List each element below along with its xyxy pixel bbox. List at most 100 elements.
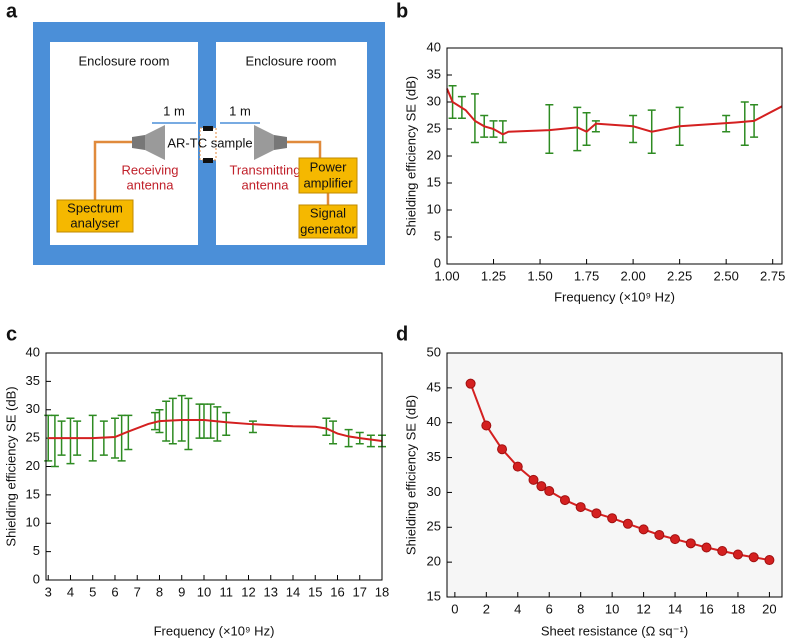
data-point [685,538,696,549]
error-bar [629,114,638,144]
error-bar [573,106,582,152]
error-bar [66,417,75,465]
x-tick-label: 1.25 [481,268,506,283]
panel-label: b [396,0,408,22]
antenna-label: antenna [127,177,175,192]
data-point [497,444,508,455]
data-point [717,545,728,556]
y-tick-label: 35 [427,66,441,81]
device-label: Spectrum [67,200,123,215]
room-label: Enclosure room [245,53,336,68]
error-bar [184,397,193,451]
x-tick-label: 1.50 [527,268,552,283]
x-axis-label: Frequency (×10⁹ Hz) [554,289,675,304]
setup-diagram: Enclosure room Enclosure room 1 m 1 m AR… [33,22,385,265]
error-bar [222,411,231,437]
device [298,204,358,239]
y-tick-label: 40 [427,39,441,54]
data-point [701,542,712,553]
y-tick-label: 35 [427,449,441,464]
y-tick-label: 30 [427,93,441,108]
x-tick-label: 6 [546,601,553,616]
chart: 0 5 10 15 20 25 30 35 40 1.00 1.25 1.50 1.75 2.00 2.25… [403,39,785,304]
error-bar [740,101,749,146]
y-axis-label: Shielding efficiency SE (dB) [403,395,418,555]
y-tick-label: 10 [26,515,40,530]
x-tick-label: 12 [241,584,255,599]
y-tick-label: 40 [427,414,441,429]
cable [93,140,132,200]
x-tick-label: 16 [699,601,713,616]
sample-clip [203,126,213,131]
error-bar [195,403,204,439]
y-tick-label: 25 [427,120,441,135]
antenna [254,125,274,160]
data-line [446,88,783,136]
error-bar [322,417,331,437]
x-tick-label: 3 [45,584,52,599]
panel-label: c [6,323,17,345]
device [56,199,134,233]
error-bar [213,406,222,442]
x-tick-label: 5 [89,584,96,599]
device-label: Signal [310,205,346,220]
x-tick-label: 0 [451,601,458,616]
y-tick-label: 0 [33,571,40,586]
x-tick-label: 14 [668,601,682,616]
device-label: amplifier [303,175,353,190]
x-tick-label: 14 [286,584,300,599]
panel-label: d [396,323,408,345]
data-point [512,461,523,472]
y-tick-label: 25 [427,519,441,534]
x-tick-label: 2.25 [667,268,692,283]
error-bar [248,420,257,434]
error-bar [470,93,479,144]
y-tick-label: 15 [427,588,441,603]
device-label: Power [310,159,348,174]
data-point [591,508,602,519]
data-point [654,529,665,540]
x-tick-label: 13 [264,584,278,599]
data-point [622,518,633,529]
x-tick-label: 8 [156,584,163,599]
x-tick-label: 2 [483,601,490,616]
data-point [481,420,492,431]
x-axis-label: Frequency (×10⁹ Hz) [154,623,275,638]
device-label: generator [300,221,356,236]
x-tick-label: 15 [308,584,322,599]
antenna-label: antenna [242,177,290,192]
error-bar [344,428,353,448]
data-line [48,418,383,442]
y-tick-label: 5 [33,543,40,558]
y-axis-label: Shielding efficiency SE (dB) [403,76,418,236]
x-tick-label: 2.75 [760,268,785,283]
error-bar [117,414,126,462]
error-bar [177,394,186,442]
error-bar [545,103,554,155]
error-bar [110,417,119,459]
x-tick-label: 2.50 [714,268,739,283]
data-point [638,524,649,535]
error-bar [366,434,375,448]
antenna-label: Transmitting [229,162,300,177]
chart: 15 20 25 30 35 40 45 50 0 2 4 6 8 10 12 14 16 18 20 Sheet r… [403,344,783,638]
data-point [536,481,547,492]
x-tick-label: 2.00 [620,268,645,283]
y-tick-label: 15 [26,486,40,501]
data-point [559,495,570,506]
y-tick-label: 10 [427,201,441,216]
x-tick-label: 16 [330,584,344,599]
y-tick-label: 30 [26,401,40,416]
y-tick-label: 45 [427,379,441,394]
x-tick-label: 12 [636,601,650,616]
x-tick-label: 18 [375,584,389,599]
x-tick-label: 10 [197,584,211,599]
data-point [544,486,555,497]
antenna [274,135,287,150]
y-tick-label: 25 [26,430,40,445]
distance: 1 m [163,103,185,118]
x-tick-label: 4 [514,601,521,616]
error-bar [50,414,59,468]
sample-clip [203,158,213,163]
